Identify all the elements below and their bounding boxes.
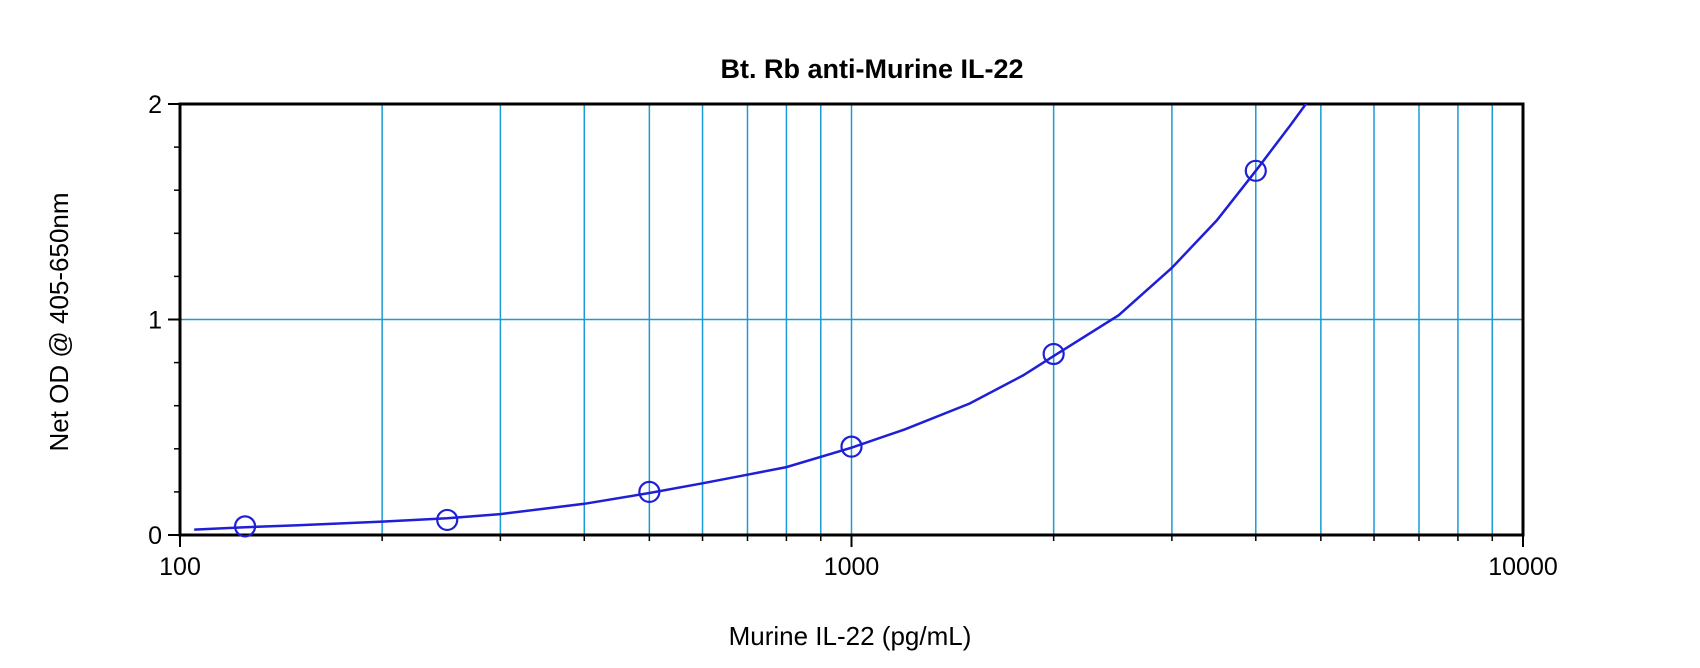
data-point xyxy=(233,515,257,538)
data-points xyxy=(233,159,1267,538)
x-axis-label: Murine IL-22 (pg/mL) xyxy=(729,621,972,651)
data-point xyxy=(638,480,661,503)
fit-curve-layer xyxy=(194,104,1308,531)
y-tick-label: 1 xyxy=(148,307,162,335)
axis-ticks: 100 1000 10000 0 1 2 xyxy=(148,91,1558,581)
data-point xyxy=(436,508,459,532)
x-tick-label: 10000 xyxy=(1488,553,1558,581)
chart-title: Bt. Rb anti-Murine IL-22 xyxy=(721,54,1024,84)
x-tick-label: 100 xyxy=(159,553,201,581)
data-point xyxy=(1244,159,1267,182)
fit-curve xyxy=(194,104,1308,531)
data-point xyxy=(1042,342,1065,366)
x-tick-label: 1000 xyxy=(824,553,880,581)
y-axis-label: Net OD @ 405-650nm xyxy=(44,192,74,451)
y-tick-label: 2 xyxy=(148,91,162,119)
data-point xyxy=(840,435,863,458)
y-tick-label: 0 xyxy=(148,522,162,550)
grid-lines xyxy=(180,104,1523,535)
